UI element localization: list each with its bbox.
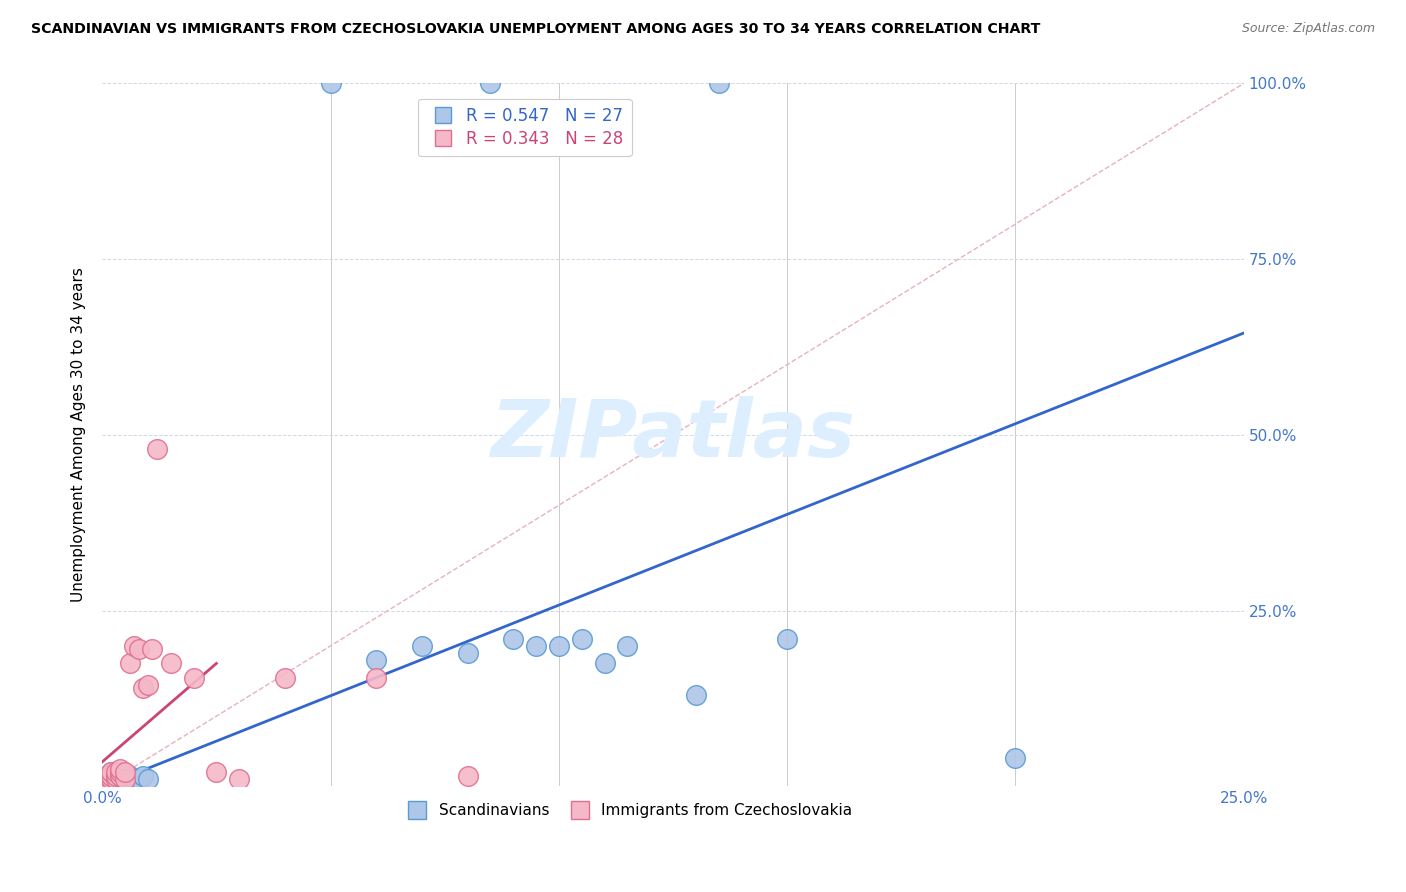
Point (141, 642, 163, 657)
Point (122, 639, 145, 653)
Point (110, 765, 132, 780)
Point (685, 688, 707, 702)
Text: ZIPatlas: ZIPatlas (491, 396, 855, 474)
Point (457, 646, 479, 660)
Point (110, 765, 132, 780)
Point (159, 657, 181, 671)
Point (136, 772, 159, 787)
Point (118, 769, 141, 783)
Point (524, 639, 547, 653)
Point (100, 772, 122, 787)
Point (110, 762, 132, 776)
Point (114, 765, 136, 780)
Point (96, 772, 118, 787)
Point (228, 772, 250, 787)
Text: SCANDINAVIAN VS IMMIGRANTS FROM CZECHOSLOVAKIA UNEMPLOYMENT AMONG AGES 30 TO 34 : SCANDINAVIAN VS IMMIGRANTS FROM CZECHOSL… (31, 22, 1040, 37)
Point (366, 671, 388, 685)
Point (593, 657, 616, 671)
Point (502, 632, 524, 646)
Point (776, 632, 799, 646)
Point (96, 776, 118, 790)
Point (205, 765, 228, 780)
Point (104, 772, 127, 787)
Point (114, 772, 136, 787)
Point (457, 769, 479, 783)
Point (274, 671, 297, 685)
Legend: Scandinavians, Immigrants from Czechoslovakia: Scandinavians, Immigrants from Czechoslo… (396, 797, 859, 824)
Point (411, 639, 433, 653)
Point (128, 642, 150, 657)
Point (96, 776, 118, 790)
Point (616, 639, 638, 653)
Point (104, 765, 127, 780)
Point (104, 772, 127, 787)
Point (114, 769, 136, 783)
Point (96, 772, 118, 787)
Point (128, 772, 150, 787)
Point (118, 657, 141, 671)
Text: Source: ZipAtlas.com: Source: ZipAtlas.com (1241, 22, 1375, 36)
Point (146, 442, 169, 456)
Point (100, 772, 122, 787)
Point (132, 681, 155, 695)
Point (319, 77, 342, 91)
Point (100, 765, 122, 780)
Point (547, 639, 569, 653)
Point (1004, 751, 1026, 765)
Point (571, 632, 593, 646)
Point (100, 765, 122, 780)
Y-axis label: Unemployment Among Ages 30 to 34 years: Unemployment Among Ages 30 to 34 years (72, 268, 86, 602)
Point (136, 677, 159, 691)
Point (96, 769, 118, 783)
Point (104, 769, 127, 783)
Point (122, 772, 145, 787)
Point (366, 653, 388, 667)
Point (104, 769, 127, 783)
Point (110, 769, 132, 783)
Point (707, 77, 730, 91)
Point (479, 77, 502, 91)
Point (183, 671, 205, 685)
Point (114, 772, 136, 787)
Point (132, 769, 155, 783)
Point (110, 772, 132, 787)
Point (100, 769, 122, 783)
